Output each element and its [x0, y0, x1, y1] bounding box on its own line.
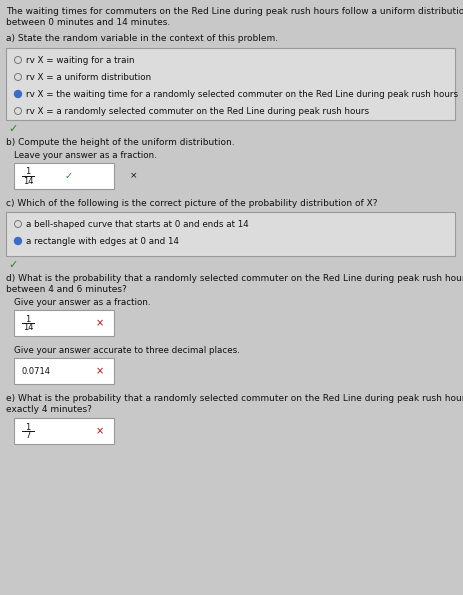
FancyBboxPatch shape [6, 212, 455, 256]
FancyBboxPatch shape [14, 358, 114, 384]
FancyBboxPatch shape [14, 163, 114, 189]
Text: 1: 1 [25, 315, 31, 324]
Text: ×: × [96, 426, 104, 436]
Text: ×: × [130, 171, 138, 180]
Text: d) What is the probability that a randomly selected commuter on the Red Line dur: d) What is the probability that a random… [6, 274, 463, 283]
FancyBboxPatch shape [14, 418, 114, 444]
Text: rv X = the waiting time for a randomly selected commuter on the Red Line during : rv X = the waiting time for a randomly s… [26, 90, 458, 99]
Text: ✓: ✓ [8, 124, 18, 134]
Text: ×: × [96, 318, 104, 328]
Text: ✓: ✓ [65, 171, 73, 181]
Text: exactly 4 minutes?: exactly 4 minutes? [6, 405, 92, 414]
Text: 7: 7 [25, 431, 31, 440]
Text: a bell-shaped curve that starts at 0 and ends at 14: a bell-shaped curve that starts at 0 and… [26, 220, 249, 229]
Text: 1: 1 [25, 168, 31, 177]
Text: between 4 and 6 minutes?: between 4 and 6 minutes? [6, 285, 127, 294]
Text: Give your answer accurate to three decimal places.: Give your answer accurate to three decim… [14, 346, 240, 355]
Text: 1: 1 [25, 422, 31, 431]
Circle shape [14, 237, 21, 245]
Text: rv X = waiting for a train: rv X = waiting for a train [26, 56, 134, 65]
Text: a rectangle with edges at 0 and 14: a rectangle with edges at 0 and 14 [26, 237, 179, 246]
Text: ✓: ✓ [8, 260, 18, 270]
Text: Give your answer as a fraction.: Give your answer as a fraction. [14, 298, 150, 307]
Text: Leave your answer as a fraction.: Leave your answer as a fraction. [14, 151, 157, 160]
FancyBboxPatch shape [14, 310, 114, 336]
Text: 14: 14 [23, 177, 33, 186]
Text: ×: × [96, 366, 104, 376]
Text: between 0 minutes and 14 minutes.: between 0 minutes and 14 minutes. [6, 18, 170, 27]
Text: c) Which of the following is the correct picture of the probability distribution: c) Which of the following is the correct… [6, 199, 377, 208]
Circle shape [14, 90, 21, 98]
Text: rv X = a randomly selected commuter on the Red Line during peak rush hours: rv X = a randomly selected commuter on t… [26, 107, 369, 116]
Text: The waiting times for commuters on the Red Line during peak rush hours follow a : The waiting times for commuters on the R… [6, 7, 463, 16]
FancyBboxPatch shape [6, 48, 455, 120]
Text: a) State the random variable in the context of this problem.: a) State the random variable in the cont… [6, 34, 278, 43]
Text: b) Compute the height of the uniform distribution.: b) Compute the height of the uniform dis… [6, 138, 235, 147]
Text: 0.0714: 0.0714 [22, 367, 51, 375]
Text: rv X = a uniform distribution: rv X = a uniform distribution [26, 73, 151, 82]
Text: e) What is the probability that a randomly selected commuter on the Red Line dur: e) What is the probability that a random… [6, 394, 463, 403]
Text: 14: 14 [23, 324, 33, 333]
